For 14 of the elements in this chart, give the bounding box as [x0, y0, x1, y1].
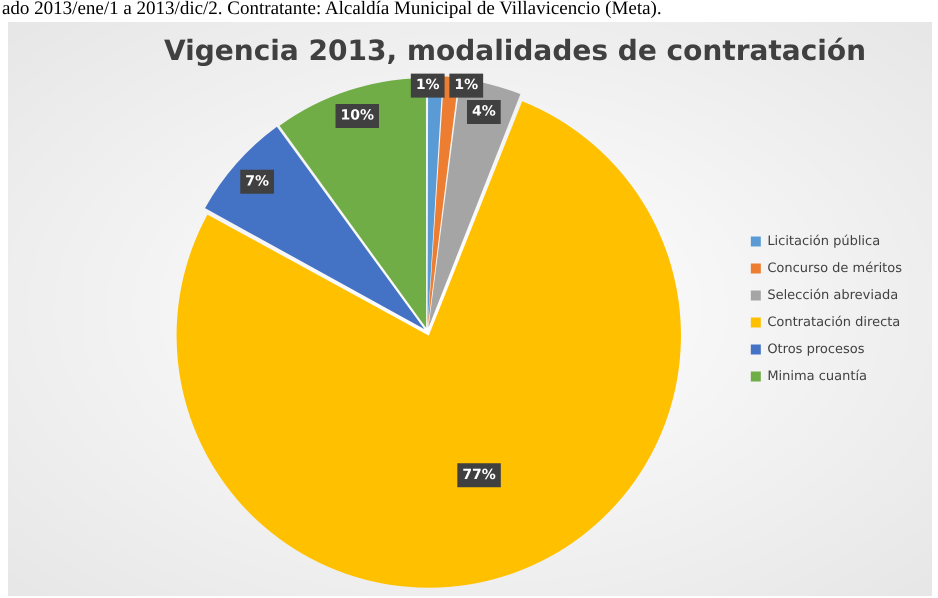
chart-title: Vigencia 2013, modalidades de contratación — [164, 34, 866, 68]
legend-label: Otros procesos — [767, 342, 865, 357]
data-label: 77% — [462, 466, 496, 483]
data-label: 10% — [340, 108, 374, 124]
legend-label: Contratación directa — [767, 314, 900, 330]
data-label: 1% — [416, 77, 440, 94]
text: ado 2013/ene/1 a 2013/dic/2. Contratante: Alcaldía Municipal de Villavicencio (Meta). — [1, 0, 663, 21]
legend-label: Selección abreviada — [767, 288, 898, 303]
legend-label: Concurso de méritos — [767, 260, 902, 276]
legend-label: Minima cuantía — [767, 368, 868, 384]
data-label: 1% — [454, 77, 478, 94]
legend-label: Licitación pública — [767, 234, 880, 249]
data-label: 4% — [472, 104, 496, 120]
data-label: 7% — [245, 173, 270, 190]
